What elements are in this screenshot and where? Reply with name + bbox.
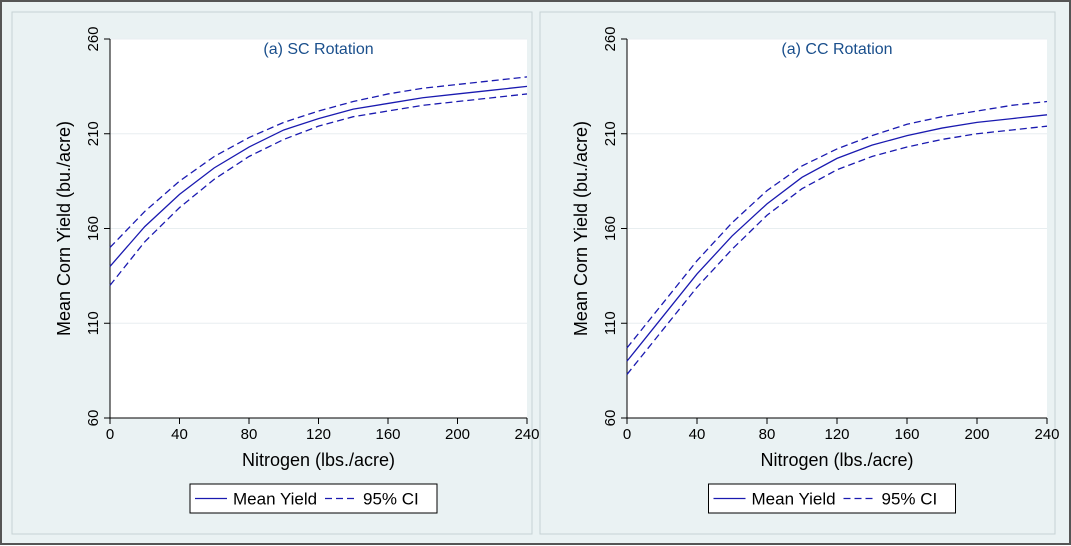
chart-1-x-tick-label-160: 160 <box>375 426 400 443</box>
chart-2-x-tick-label-160: 160 <box>894 426 919 443</box>
chart-1-series-line-2 <box>109 93 528 286</box>
chart-1-legend-label-0: Mean Yield <box>233 490 317 509</box>
chart-1-panel-border <box>11 11 533 535</box>
chart-1-y-tick-label-260: 260 <box>85 26 102 51</box>
chart-2-panel-title: (a) CC Rotation <box>781 41 892 58</box>
chart-1-x-tick-label-200: 200 <box>445 426 470 443</box>
chart-2-legend-label-0: Mean Yield <box>752 490 836 509</box>
chart-1-x-tick-label-80: 80 <box>241 426 258 443</box>
chart-2-panel-border <box>539 11 1056 535</box>
chart-1-legend-label-1: 95% CI <box>363 490 419 509</box>
chart-2-y-tick-label-210: 210 <box>602 121 619 146</box>
chart-2-y-tick-label-110: 110 <box>602 311 619 335</box>
chart-1-panel-title: (a) SC Rotation <box>263 41 373 58</box>
chart-1-x-tick-label-120: 120 <box>306 426 331 443</box>
chart-1-series-line-0 <box>109 85 528 267</box>
chart-1-y-axis-title: Mean Corn Yield (bu./acre) <box>54 121 74 336</box>
chart-2-y-tick-label-60: 60 <box>602 410 619 427</box>
chart-2-x-axis-title: Nitrogen (lbs./acre) <box>760 450 913 470</box>
chart-1-x-tick-label-240: 240 <box>514 426 539 443</box>
chart-2-x-tick-label-200: 200 <box>964 426 989 443</box>
chart-2-series-line-0 <box>626 114 1048 362</box>
chart-1-x-tick-label-0: 0 <box>106 426 114 443</box>
chart-2-x-tick-label-40: 40 <box>689 426 706 443</box>
chart-2-x-tick-label-120: 120 <box>824 426 849 443</box>
chart-2-x-tick-label-240: 240 <box>1034 426 1059 443</box>
chart-2-series-line-1 <box>626 100 1048 349</box>
chart-1-x-axis-title: Nitrogen (lbs./acre) <box>242 450 395 470</box>
chart-1-y-tick-label-160: 160 <box>85 216 102 241</box>
chart-2-y-tick-label-160: 160 <box>602 216 619 241</box>
chart-2-series-line-2 <box>626 125 1048 375</box>
chart-2-legend-label-1: 95% CI <box>882 490 938 509</box>
chart-1-y-tick-label-110: 110 <box>85 311 102 335</box>
chart-2-y-tick-label-260: 260 <box>602 26 619 51</box>
chart-1-y-tick-label-60: 60 <box>85 410 102 427</box>
chart-2-x-tick-label-0: 0 <box>623 426 631 443</box>
chart-1-y-tick-label-210: 210 <box>85 121 102 146</box>
chart-2-x-tick-label-80: 80 <box>759 426 776 443</box>
chart-2-legend-box <box>708 483 956 514</box>
chart-1-legend-box <box>189 483 438 514</box>
chart-2-y-axis-title: Mean Corn Yield (bu./acre) <box>571 121 591 336</box>
chart-1-x-tick-label-40: 40 <box>171 426 188 443</box>
